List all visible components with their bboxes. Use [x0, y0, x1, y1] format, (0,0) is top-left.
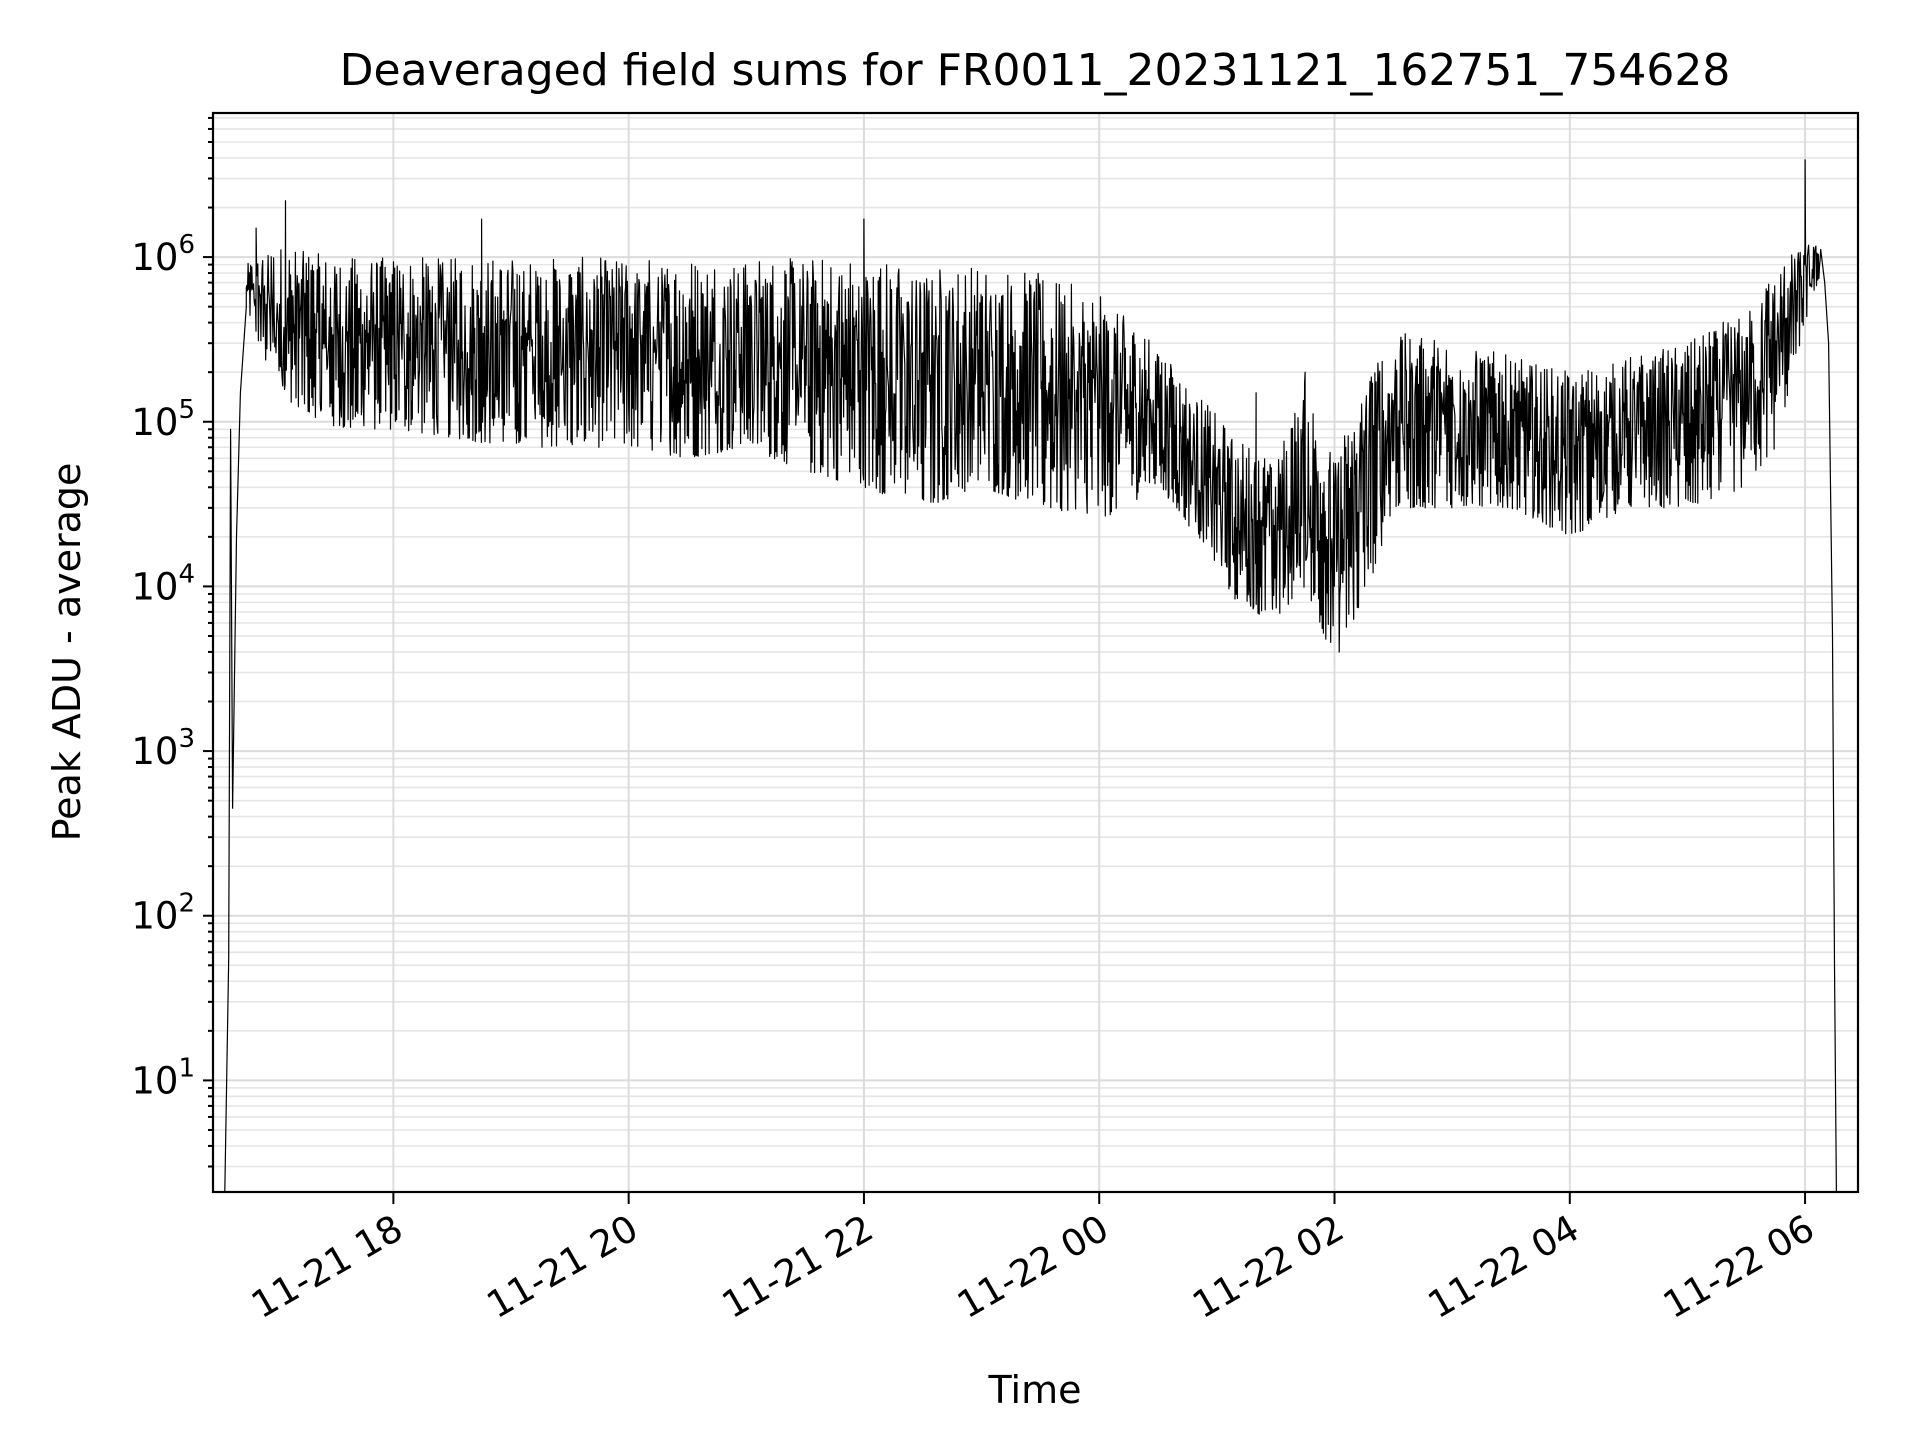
x-axis-label: Time — [988, 1368, 1082, 1412]
y-tick-label: 101 — [131, 1053, 195, 1102]
x-tick-label: 11-22 02 — [1185, 1207, 1351, 1327]
x-tick-label: 11-21 18 — [244, 1207, 410, 1327]
y-tick-label: 103 — [131, 724, 195, 773]
series-layer — [224, 159, 1837, 1193]
grid — [213, 113, 1858, 1192]
y-axis: 101 102 103 104 105 106 — [131, 116, 213, 1168]
x-tick-label: 11-22 06 — [1656, 1207, 1822, 1327]
x-tick-label: 11-22 00 — [950, 1207, 1116, 1327]
y-tick-label: 102 — [131, 889, 195, 938]
x-axis: 11-21 18 11-21 20 11-21 22 11-22 00 11-22 02… — [244, 1192, 1822, 1327]
x-tick-label: 11-21 22 — [715, 1207, 881, 1327]
y-axis-label: Peak ADU - average — [45, 463, 89, 842]
y-tick-label: 106 — [131, 230, 195, 279]
x-tick-label: 11-22 04 — [1421, 1207, 1587, 1327]
y-tick-label: 105 — [131, 395, 195, 444]
series-line — [224, 159, 1837, 1193]
chart-title: Deaveraged field sums for FR0011_2023112… — [340, 45, 1731, 96]
x-tick-label: 11-21 20 — [480, 1207, 646, 1327]
y-tick-label: 104 — [131, 559, 195, 608]
